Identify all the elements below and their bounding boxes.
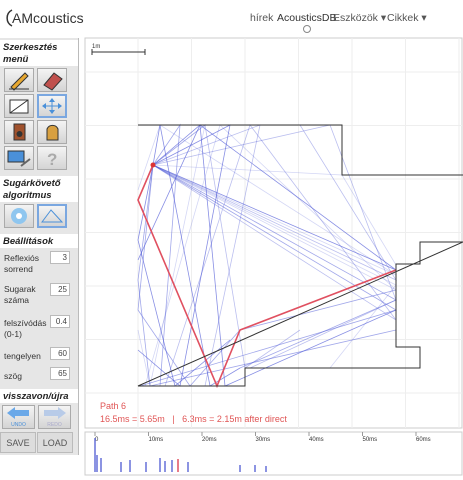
section-title: Beállítások	[0, 234, 78, 248]
scale-label: 1m	[92, 44, 100, 50]
tool-help[interactable]: ?	[37, 146, 67, 170]
ray-canvas[interactable]: 1m Path 6 16.5ms = 5.65m | 6.3ms = 2.15m…	[80, 37, 463, 480]
ray	[137, 124, 231, 387]
logo-arc	[6, 9, 13, 27]
timeline-label: 40ms	[309, 437, 324, 443]
ray	[152, 124, 301, 369]
tool-speaker[interactable]	[4, 120, 34, 144]
nav-link[interactable]: hírek	[250, 12, 274, 24]
logo[interactable]: AMcoustics	[4, 6, 104, 30]
ray	[152, 124, 241, 387]
nav-dropdown[interactable]: Eszközök ▾	[333, 12, 387, 24]
nav-dropdown[interactable]: Cikkek ▾	[387, 12, 427, 24]
tool-move[interactable]	[37, 94, 67, 118]
section-title: visszavon/újra	[0, 389, 78, 403]
button-label: UNDO	[11, 422, 26, 428]
setting-label: Reflexiós sorrend	[4, 253, 39, 274]
nav-label: Eszközök	[333, 12, 378, 24]
save-button[interactable]: SAVE	[0, 432, 36, 453]
undo-button[interactable]: UNDO	[2, 405, 35, 429]
timeline-label: 0	[95, 437, 99, 443]
load-button[interactable]: LOAD	[37, 432, 73, 453]
setting-input[interactable]: 25	[50, 283, 70, 296]
timeline-frame	[84, 431, 463, 476]
setting-input[interactable]: 0.4	[50, 315, 70, 328]
rays	[137, 123, 398, 389]
grid	[85, 38, 462, 428]
nav-label: Cikkek	[387, 12, 419, 24]
timeline-label: 60ms	[416, 437, 431, 443]
algo-path[interactable]	[37, 204, 67, 228]
tool-erase[interactable]	[37, 68, 67, 92]
ray	[152, 124, 397, 387]
setting-label: szög	[4, 371, 22, 381]
timeline: 0 10ms 20ms 30ms 40ms 50ms 60ms	[94, 432, 431, 472]
setting-input[interactable]: 3	[50, 251, 70, 264]
timeline-label: 20ms	[202, 437, 217, 443]
button-label: REDO	[47, 422, 62, 428]
timeline-label: 10ms	[149, 437, 164, 443]
ray	[152, 124, 397, 387]
setting-label: felszívódás (0-1)	[4, 318, 47, 339]
tool-listener[interactable]	[37, 120, 67, 144]
ray	[137, 164, 231, 387]
path-info: 16.5ms = 5.65m | 6.3ms = 2.15m after dir…	[100, 414, 287, 424]
redo-button[interactable]: REDO	[38, 405, 71, 429]
setting-label: tengelyen	[4, 351, 41, 361]
ray	[137, 124, 397, 271]
nav-badge	[303, 25, 311, 33]
setting-input[interactable]: 60	[50, 347, 70, 360]
timeline-label: 30ms	[256, 437, 271, 443]
path-title: Path 6	[100, 401, 126, 411]
ray	[137, 124, 206, 387]
section-title: Sugárkövető algoritmus	[0, 176, 78, 202]
tool-draw[interactable]	[4, 68, 34, 92]
source	[150, 162, 156, 168]
tool-settings[interactable]	[4, 146, 34, 170]
ray	[152, 124, 397, 369]
timeline-label: 50ms	[363, 437, 378, 443]
setting-label: Sugarak száma	[4, 284, 36, 305]
section-title: Szerkesztés menü	[0, 40, 78, 66]
tool-wall[interactable]	[4, 94, 34, 118]
setting-input[interactable]: 65	[50, 367, 70, 380]
algo-radial[interactable]	[4, 204, 34, 228]
ray	[137, 164, 397, 387]
logo-text: AMcoustics	[12, 10, 84, 26]
sidebar: Szerkesztés menü ? Sugárkövető algoritmu…	[0, 38, 79, 455]
room-outline	[137, 124, 463, 387]
svg-text:?: ?	[47, 150, 57, 169]
ray	[144, 124, 397, 387]
ray	[137, 124, 397, 276]
nav-link[interactable]: AcousticsDB	[277, 12, 337, 24]
